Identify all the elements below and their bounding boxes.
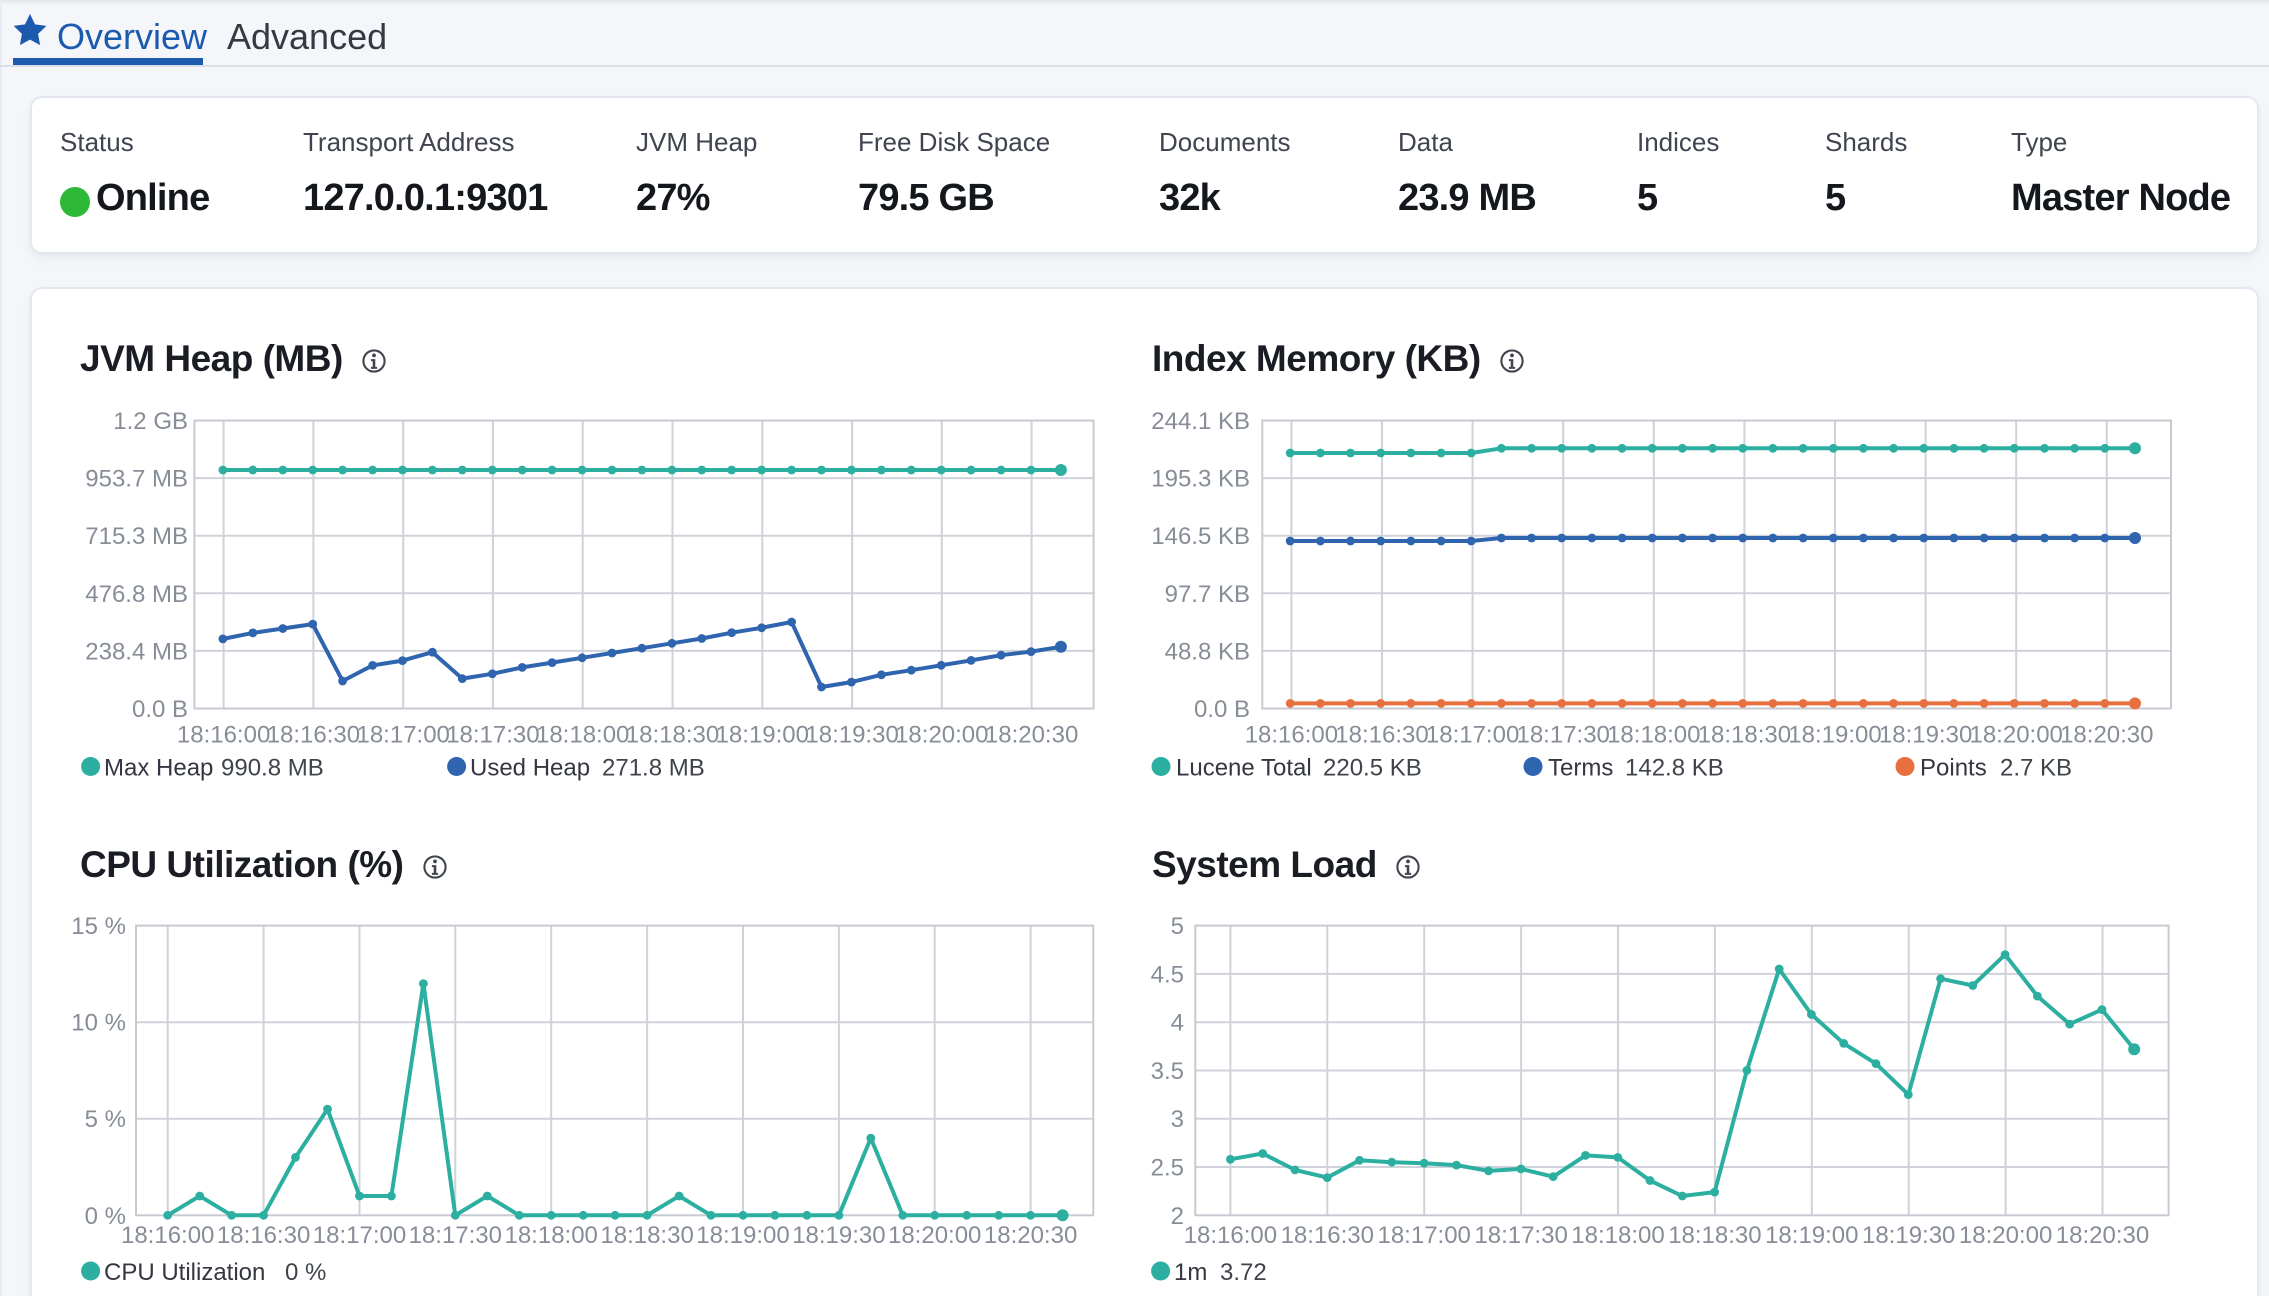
- svg-text:18:17:00: 18:17:00: [1426, 722, 1519, 749]
- svg-text:18:16:00: 18:16:00: [177, 722, 270, 749]
- svg-text:48.8 KB: 48.8 KB: [1165, 638, 1250, 665]
- svg-text:18:20:00: 18:20:00: [895, 722, 988, 749]
- svg-text:15 %: 15 %: [71, 913, 126, 940]
- svg-text:Points: Points: [1920, 755, 1987, 782]
- svg-text:142.8 KB: 142.8 KB: [1625, 755, 1724, 782]
- svg-text:CPU Utilization: CPU Utilization: [104, 1259, 265, 1286]
- svg-text:18:19:00: 18:19:00: [716, 722, 809, 749]
- svg-text:18:18:30: 18:18:30: [1668, 1222, 1761, 1249]
- svg-text:18:18:30: 18:18:30: [1698, 722, 1791, 749]
- svg-text:715.3 MB: 715.3 MB: [85, 523, 188, 550]
- svg-text:18:16:30: 18:16:30: [1281, 1222, 1374, 1249]
- svg-text:18:20:00: 18:20:00: [1959, 1222, 2052, 1249]
- svg-text:2: 2: [1171, 1203, 1184, 1230]
- svg-text:18:16:00: 18:16:00: [1184, 1222, 1277, 1249]
- svg-text:18:16:30: 18:16:30: [217, 1222, 310, 1249]
- svg-text:18:17:30: 18:17:30: [446, 722, 539, 749]
- svg-text:990.8 MB: 990.8 MB: [221, 755, 324, 782]
- svg-text:18:18:30: 18:18:30: [600, 1222, 693, 1249]
- svg-text:2.5: 2.5: [1151, 1155, 1184, 1182]
- svg-text:220.5 KB: 220.5 KB: [1323, 755, 1422, 782]
- svg-text:18:20:30: 18:20:30: [2056, 1222, 2149, 1249]
- svg-text:0.0 B: 0.0 B: [1194, 696, 1250, 723]
- svg-text:18:19:00: 18:19:00: [1765, 1222, 1858, 1249]
- svg-text:18:17:00: 18:17:00: [1377, 1222, 1470, 1249]
- svg-text:18:19:30: 18:19:30: [1879, 722, 1972, 749]
- svg-text:18:20:00: 18:20:00: [888, 1222, 981, 1249]
- svg-text:5 %: 5 %: [85, 1106, 126, 1133]
- svg-text:18:19:30: 18:19:30: [1862, 1222, 1955, 1249]
- svg-text:3: 3: [1171, 1106, 1184, 1133]
- svg-text:18:18:00: 18:18:00: [1571, 1222, 1664, 1249]
- svg-text:18:19:30: 18:19:30: [805, 722, 898, 749]
- svg-text:271.8 MB: 271.8 MB: [602, 755, 705, 782]
- svg-text:244.1 KB: 244.1 KB: [1151, 408, 1250, 435]
- svg-text:18:17:30: 18:17:30: [409, 1222, 502, 1249]
- svg-text:146.5 KB: 146.5 KB: [1151, 523, 1250, 550]
- svg-text:18:17:00: 18:17:00: [313, 1222, 406, 1249]
- svg-text:Terms: Terms: [1548, 755, 1613, 782]
- svg-text:Used Heap: Used Heap: [470, 755, 590, 782]
- svg-text:18:16:00: 18:16:00: [1245, 722, 1338, 749]
- svg-text:18:20:30: 18:20:30: [985, 722, 1078, 749]
- svg-text:0.0 B: 0.0 B: [132, 696, 188, 723]
- svg-text:18:19:30: 18:19:30: [792, 1222, 885, 1249]
- svg-text:3.5: 3.5: [1151, 1058, 1184, 1085]
- svg-text:18:18:00: 18:18:00: [536, 722, 629, 749]
- svg-text:18:20:30: 18:20:30: [2060, 722, 2153, 749]
- svg-text:18:17:30: 18:17:30: [1516, 722, 1609, 749]
- svg-text:4: 4: [1171, 1010, 1184, 1037]
- svg-text:238.4 MB: 238.4 MB: [85, 638, 188, 665]
- svg-text:953.7 MB: 953.7 MB: [85, 466, 188, 493]
- svg-text:18:16:30: 18:16:30: [267, 722, 360, 749]
- svg-text:4.5: 4.5: [1151, 961, 1184, 988]
- svg-text:18:19:00: 18:19:00: [696, 1222, 789, 1249]
- svg-text:18:18:00: 18:18:00: [504, 1222, 597, 1249]
- svg-text:476.8 MB: 476.8 MB: [85, 581, 188, 608]
- svg-text:Max Heap: Max Heap: [104, 755, 213, 782]
- svg-text:18:17:30: 18:17:30: [1474, 1222, 1567, 1249]
- svg-text:18:16:30: 18:16:30: [1335, 722, 1428, 749]
- svg-text:97.7 KB: 97.7 KB: [1165, 581, 1250, 608]
- svg-text:1m: 1m: [1174, 1259, 1207, 1286]
- svg-text:18:16:00: 18:16:00: [121, 1222, 214, 1249]
- svg-text:1.2 GB: 1.2 GB: [113, 408, 188, 435]
- svg-text:18:20:30: 18:20:30: [984, 1222, 1077, 1249]
- svg-text:18:19:00: 18:19:00: [1788, 722, 1881, 749]
- svg-text:0 %: 0 %: [85, 1203, 126, 1230]
- svg-text:5: 5: [1171, 913, 1184, 940]
- svg-text:18:18:30: 18:18:30: [626, 722, 719, 749]
- svg-text:0 %: 0 %: [285, 1259, 326, 1286]
- svg-text:10 %: 10 %: [71, 1010, 126, 1037]
- svg-text:18:20:00: 18:20:00: [1969, 722, 2062, 749]
- svg-text:3.72: 3.72: [1220, 1259, 1267, 1286]
- svg-text:2.7 KB: 2.7 KB: [2000, 755, 2072, 782]
- svg-text:195.3 KB: 195.3 KB: [1151, 466, 1250, 493]
- svg-text:18:18:00: 18:18:00: [1607, 722, 1700, 749]
- svg-text:Lucene Total: Lucene Total: [1176, 755, 1312, 782]
- svg-text:18:17:00: 18:17:00: [356, 722, 449, 749]
